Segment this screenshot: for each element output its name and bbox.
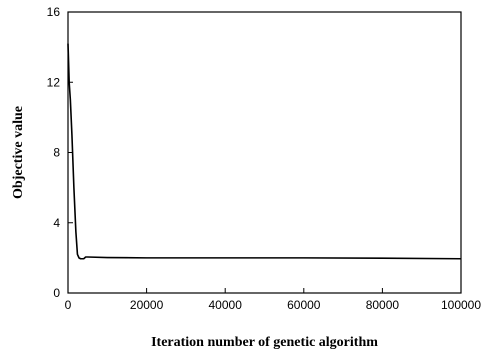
x-axis: 0 20000 40000 60000 80000 100000 xyxy=(65,288,481,312)
x-tick-label: 100000 xyxy=(441,298,481,312)
y-tick-label: 0 xyxy=(53,286,60,300)
plot-frame xyxy=(67,11,462,294)
x-tick-label: 60000 xyxy=(287,298,321,312)
y-tick-label: 16 xyxy=(47,5,61,19)
y-axis: 0 4 8 12 16 xyxy=(47,5,73,300)
y-axis-title: Objective value xyxy=(11,106,26,199)
x-axis-title: Iteration number of genetic algorithm xyxy=(151,335,378,350)
y-tick-label: 4 xyxy=(53,216,60,230)
x-tick-label: 20000 xyxy=(130,298,164,312)
y-tick-label: 12 xyxy=(47,75,61,89)
x-tick-label: 40000 xyxy=(209,298,243,312)
series-line-0 xyxy=(67,43,461,260)
x-tick-label: 0 xyxy=(65,298,72,312)
y-tick-label: 8 xyxy=(53,146,60,160)
x-tick-label: 80000 xyxy=(366,298,400,312)
series-layer xyxy=(67,43,461,260)
